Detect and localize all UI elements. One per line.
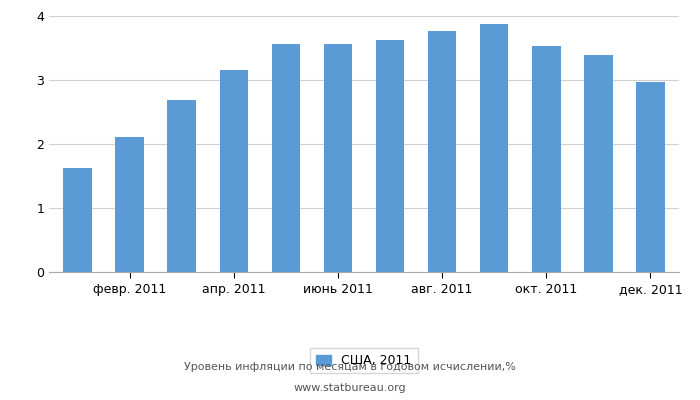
Bar bbox=[63, 168, 92, 272]
Bar bbox=[116, 137, 144, 272]
Bar bbox=[636, 82, 665, 272]
Bar bbox=[323, 44, 352, 272]
Bar bbox=[167, 100, 196, 272]
Bar bbox=[272, 44, 300, 272]
Bar bbox=[428, 31, 456, 272]
Bar bbox=[480, 24, 508, 272]
Text: www.statbureau.org: www.statbureau.org bbox=[294, 383, 406, 393]
Bar bbox=[532, 46, 561, 272]
Legend: США, 2011: США, 2011 bbox=[310, 348, 418, 373]
Bar bbox=[584, 55, 612, 272]
Text: Уровень инфляции по месяцам в годовом исчислении,%: Уровень инфляции по месяцам в годовом ис… bbox=[184, 362, 516, 372]
Bar bbox=[376, 40, 405, 272]
Bar bbox=[220, 70, 248, 272]
